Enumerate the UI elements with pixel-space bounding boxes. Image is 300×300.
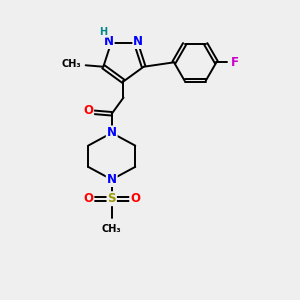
Text: N: N <box>104 35 114 48</box>
Text: S: S <box>107 192 116 205</box>
Text: N: N <box>133 35 143 48</box>
Text: CH₃: CH₃ <box>61 59 81 69</box>
Text: N: N <box>107 126 117 140</box>
Text: O: O <box>83 192 93 205</box>
Text: O: O <box>130 192 140 205</box>
Text: F: F <box>231 56 239 69</box>
Text: O: O <box>83 104 93 117</box>
Text: N: N <box>107 173 117 186</box>
Text: CH₃: CH₃ <box>102 224 122 234</box>
Text: H: H <box>100 27 108 37</box>
